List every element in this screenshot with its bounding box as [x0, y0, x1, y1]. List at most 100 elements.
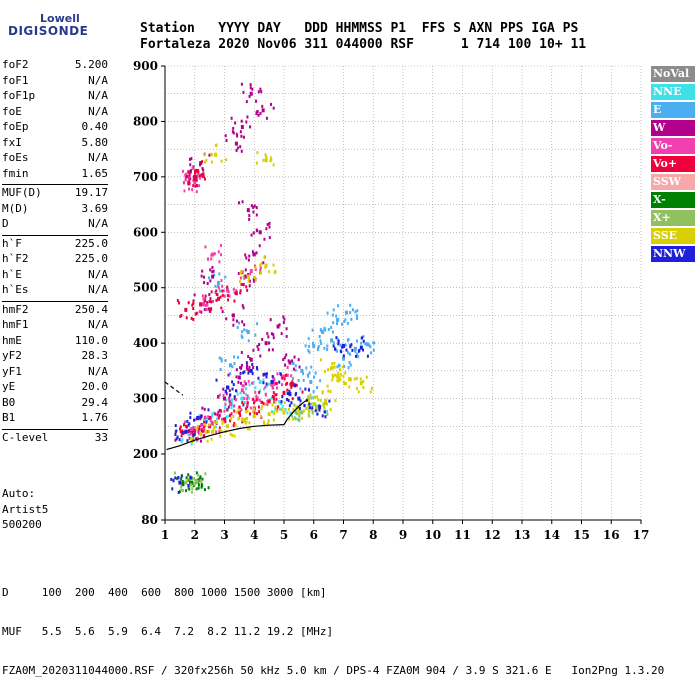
- echo-dash: [345, 348, 348, 352]
- parameter-row: B0 29.4: [2, 396, 108, 412]
- legend-item: Vo+: [651, 156, 695, 172]
- echo-dash: [174, 438, 177, 442]
- echo-dash: [237, 408, 240, 412]
- echo-dash: [357, 390, 360, 394]
- echo-dash: [285, 397, 288, 401]
- echo-dash: [290, 374, 293, 378]
- echo-dash: [223, 417, 226, 421]
- footer-muf-row: MUF 5.5 5.6 5.9 6.4 7.2 8.2 11.2 19.2 [M…: [2, 625, 334, 638]
- echo-dash: [346, 321, 349, 325]
- echo-dash: [215, 292, 218, 296]
- echo-dash: [258, 342, 261, 346]
- echo-dash: [186, 174, 189, 178]
- echo-dash: [239, 289, 242, 293]
- echo-dash: [225, 392, 228, 396]
- echo-dash: [203, 177, 206, 181]
- echo-dash: [353, 347, 356, 351]
- echo-dash: [247, 276, 250, 280]
- echo-dash: [248, 365, 251, 369]
- echo-dash: [255, 99, 258, 103]
- echo-dash: [178, 301, 181, 305]
- echo-dash: [349, 345, 352, 349]
- parameter-name: fxI: [2, 135, 22, 149]
- echo-dash: [237, 380, 240, 384]
- echo-dash: [224, 389, 227, 393]
- echo-point: [249, 357, 253, 362]
- echo-dash: [202, 429, 205, 433]
- echo-dash: [202, 175, 205, 179]
- echo-dash: [241, 330, 244, 334]
- echo-dash: [339, 343, 342, 347]
- echo-dash: [258, 398, 261, 402]
- parameter-name: foEp: [2, 120, 29, 133]
- echo-point: [217, 296, 221, 301]
- echo-dash: [351, 308, 354, 312]
- echo-dash: [275, 393, 278, 397]
- echo-dash: [322, 403, 325, 407]
- echo-dash: [207, 307, 210, 311]
- echo-dash: [180, 434, 183, 438]
- echo-dash: [191, 435, 194, 439]
- echo-dash: [194, 176, 197, 180]
- x-tick-label: 6: [310, 528, 318, 542]
- echo-dash: [321, 414, 324, 418]
- echo-dash: [193, 293, 196, 297]
- echo-point: [252, 414, 256, 419]
- echo-dash: [224, 134, 227, 138]
- echo-dash: [287, 407, 290, 411]
- echo-dash: [188, 481, 191, 485]
- parameter-value: 250.4: [74, 302, 108, 316]
- echo-dash: [233, 434, 236, 438]
- echo-point: [318, 404, 322, 409]
- echo-dash: [217, 416, 220, 420]
- echo-dash: [316, 385, 319, 389]
- echo-dash: [222, 394, 225, 398]
- echo-dash: [202, 168, 205, 172]
- echo-dash: [339, 377, 342, 381]
- echo-dash: [259, 263, 262, 267]
- parameter-row: hmF2 250.4: [2, 303, 108, 319]
- echo-dash: [261, 104, 264, 108]
- echo-dash: [251, 250, 254, 254]
- echo-dash: [323, 407, 326, 411]
- echo-dash: [324, 328, 327, 332]
- echo-dash: [368, 343, 371, 347]
- echo-dash: [243, 419, 246, 423]
- echo-point: [288, 360, 292, 365]
- parameter-row: M(D) 3.69: [2, 202, 108, 218]
- echo-dash: [195, 190, 198, 194]
- echo-dash: [213, 425, 216, 429]
- autoscaling-info: Auto: Artist5 500200: [2, 486, 48, 533]
- echo-dash: [266, 421, 269, 425]
- echo-dash: [294, 364, 297, 368]
- echo-dash: [320, 341, 323, 345]
- echo-dash: [331, 373, 334, 377]
- echo-dash: [180, 440, 183, 444]
- echo-dash: [283, 317, 286, 321]
- echo-dash: [344, 343, 347, 347]
- echo-dash: [330, 325, 333, 329]
- parameter-value: N/A: [88, 217, 108, 230]
- echo-dash: [226, 285, 229, 289]
- echo-point: [178, 480, 182, 485]
- echo-dash: [193, 432, 196, 436]
- echo-dash: [192, 318, 195, 322]
- auto-artist: Artist5: [2, 502, 49, 516]
- echo-dash: [265, 375, 268, 379]
- echo-dash: [215, 143, 218, 147]
- echo-dash: [312, 396, 315, 400]
- parameter-row: B1 1.76: [2, 411, 108, 427]
- legend-item: NoVal: [651, 66, 695, 82]
- echo-dash: [324, 415, 327, 419]
- echo-dash: [199, 417, 202, 421]
- echo-dash: [316, 412, 319, 416]
- echo-dash: [180, 488, 183, 492]
- echo-dash: [314, 409, 317, 413]
- echo-dash: [270, 396, 273, 400]
- echo-dash: [265, 384, 268, 388]
- echo-dash: [236, 325, 239, 329]
- echo-dash: [336, 365, 339, 369]
- echo-point: [190, 429, 194, 434]
- parameter-name: yE: [2, 380, 16, 393]
- auto-code: 500200: [2, 518, 42, 531]
